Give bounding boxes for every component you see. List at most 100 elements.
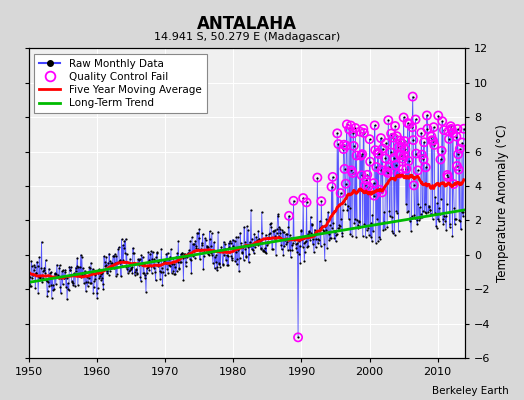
Point [334,141,343,147]
Point [64,286,72,292]
Point [55,265,63,272]
Point [426,206,434,213]
Point [217,244,226,250]
Point [70,270,78,277]
Point [71,264,80,271]
Point [383,168,391,174]
Text: 14.941 S, 50.279 E (Madagascar): 14.941 S, 50.279 E (Madagascar) [154,32,340,42]
Point [392,208,400,214]
Point [269,228,277,235]
Point [382,140,390,146]
Point [37,239,46,245]
Point [133,270,141,277]
Point [376,235,385,242]
Point [443,172,452,178]
Point [249,242,257,248]
Point [358,151,366,157]
Point [348,170,357,176]
Point [370,122,379,129]
Point [174,238,182,244]
Point [417,210,425,217]
Point [431,210,439,216]
Point [49,287,57,294]
Point [52,271,60,277]
Point [411,116,420,123]
Point [91,272,99,278]
Point [41,270,49,276]
Point [260,245,269,252]
Point [449,130,457,136]
Point [397,152,405,158]
Point [267,220,275,226]
Point [218,247,226,253]
Point [387,130,395,137]
Point [413,221,421,227]
Point [418,152,426,158]
Point [347,167,356,174]
Point [337,215,345,222]
Point [139,270,147,276]
Point [347,122,355,129]
Point [290,237,298,243]
Point [233,261,241,268]
Point [359,130,368,136]
Point [439,216,447,222]
Point [355,219,364,226]
Point [430,142,439,148]
Point [155,257,163,264]
Point [149,263,158,270]
Point [40,266,48,273]
Point [246,243,255,249]
Point [364,183,373,190]
Point [234,247,243,253]
Point [279,252,288,258]
Point [225,244,234,250]
Point [357,152,365,159]
Point [114,246,123,252]
Point [92,289,101,296]
Point [281,236,289,243]
Point [342,142,351,149]
Point [422,210,431,216]
Point [50,271,59,277]
Point [122,236,130,242]
Point [43,288,52,294]
Point [412,217,421,223]
Point [400,138,409,144]
Point [413,167,422,174]
Point [35,254,43,261]
Point [447,127,456,133]
Point [279,229,287,235]
Point [96,270,105,277]
Point [398,140,406,147]
Point [460,126,468,132]
Point [389,134,398,141]
Point [165,255,173,262]
Point [273,226,281,232]
Point [295,250,303,257]
Point [125,267,134,274]
Point [430,124,438,130]
Point [434,112,442,119]
Point [411,116,420,123]
Point [313,174,322,181]
Point [91,276,100,282]
Point [53,274,62,280]
Point [84,278,92,285]
Point [206,236,214,242]
Point [232,234,241,240]
Point [134,261,143,268]
Point [57,290,65,296]
Point [340,142,348,148]
Point [261,232,270,238]
Point [448,233,456,239]
Point [274,211,282,218]
Point [333,130,342,136]
Point [398,140,406,147]
Point [314,240,322,246]
Point [200,253,208,259]
Point [447,126,455,132]
Point [424,202,433,209]
Point [455,146,464,152]
Point [375,151,383,157]
